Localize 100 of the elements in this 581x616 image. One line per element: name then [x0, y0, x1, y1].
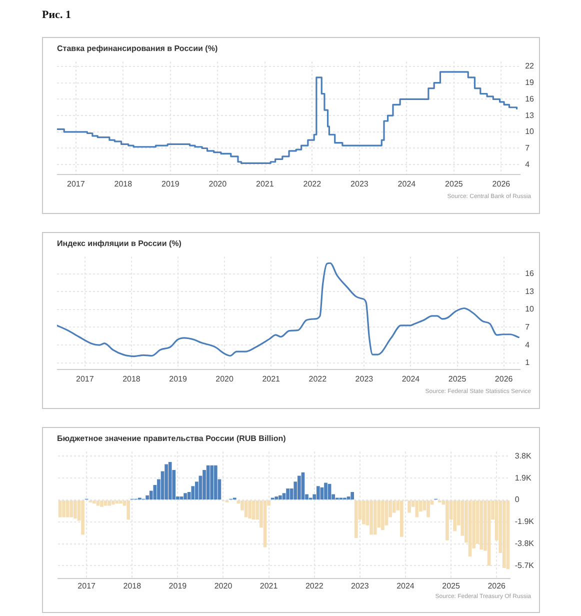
bar [381, 500, 384, 530]
bar [362, 500, 366, 524]
x-tick-label: 2025 [448, 374, 467, 384]
x-tick-label: 2023 [350, 179, 369, 188]
bar [119, 500, 122, 504]
bar [400, 500, 404, 537]
x-tick-label: 2026 [494, 374, 514, 384]
bar [184, 493, 187, 500]
bar [298, 476, 301, 500]
bar [58, 500, 62, 518]
x-tick-label: 2024 [398, 179, 416, 188]
x-tick-label: 2020 [214, 581, 233, 590]
y-tick-label: 10 [525, 304, 535, 314]
bar [244, 500, 248, 518]
y-tick-label: -5.7K [514, 560, 535, 570]
x-tick-label: 2024 [396, 581, 415, 590]
bar [263, 500, 267, 548]
x-tick-label: 2022 [303, 179, 322, 188]
y-tick-label: 0 [514, 495, 520, 504]
x-tick-label: 2023 [351, 581, 370, 590]
bar [66, 500, 70, 518]
bar [206, 465, 210, 500]
x-tick-label: 2025 [445, 179, 464, 188]
bar [70, 500, 74, 518]
bar [126, 500, 130, 520]
x-tick-label: 2021 [256, 179, 274, 188]
bar [278, 495, 282, 500]
bar [373, 500, 377, 535]
y-tick-label: 10 [525, 127, 535, 136]
bar [274, 496, 278, 500]
x-tick-label: 2026 [488, 581, 506, 590]
bar [96, 500, 100, 506]
bar [316, 486, 320, 500]
text: Рис. 1 [42, 9, 71, 21]
x-tick-label: 2022 [305, 581, 324, 590]
bar [252, 500, 256, 520]
y-tick-label: -1.9K [514, 517, 535, 526]
y-tick-label: 16 [525, 94, 535, 104]
bar [180, 496, 184, 500]
y-tick-label: 4 [525, 340, 530, 350]
x-tick-label: 2017 [78, 581, 96, 590]
chart-title: Бюджетное значение правительства России (RUB Billion) [57, 434, 286, 444]
x-tick-label: 2018 [114, 179, 133, 188]
bar [210, 465, 214, 500]
y-tick-label: 22 [525, 62, 535, 71]
y-tick-label: 13 [525, 286, 535, 296]
y-tick-label: 1.9K [514, 473, 532, 482]
bar [164, 464, 168, 500]
bar [115, 500, 119, 504]
bar [408, 500, 411, 513]
bar [92, 500, 96, 504]
x-tick-label: 2019 [162, 179, 180, 188]
bar [370, 500, 373, 535]
x-tick-label: 2020 [216, 374, 234, 384]
bar [350, 492, 354, 500]
y-tick-label: 1 [525, 358, 530, 368]
x-tick-label: 2026 [492, 179, 511, 188]
x-tick-label: 2021 [262, 374, 281, 384]
x-tick-label: 2018 [122, 374, 141, 384]
x-tick-label: 2018 [123, 581, 142, 590]
chart-title: Ставка рефинансирования в России (%) [57, 44, 218, 54]
bar [111, 500, 115, 505]
x-tick-label: 2019 [168, 581, 188, 590]
line-series [57, 262, 520, 358]
bar [62, 500, 66, 518]
bar [487, 500, 491, 566]
bar [324, 482, 328, 500]
y-tick-label: 19 [525, 78, 535, 88]
bar [426, 500, 430, 518]
bar [286, 488, 290, 500]
x-tick-label: 2022 [308, 374, 328, 384]
x-tick-label: 2019 [169, 374, 188, 384]
x-tick-label: 2023 [355, 374, 374, 384]
bar [146, 495, 149, 500]
bar [248, 500, 252, 518]
bar [74, 500, 77, 518]
y-tick-label: 7 [525, 322, 530, 332]
bar [81, 500, 84, 535]
bar [502, 500, 506, 568]
x-tick-label: 2025 [442, 581, 460, 590]
bar [108, 500, 112, 506]
x-tick-label: 2021 [260, 581, 278, 590]
bar [100, 500, 104, 507]
y-tick-label: 13 [525, 110, 535, 120]
bar [468, 500, 472, 556]
x-tick-label: 2024 [402, 374, 420, 384]
y-tick-label: -3.8K [514, 539, 535, 548]
bar [214, 465, 218, 500]
chart-title: Индекс инфляции в России (%) [57, 239, 182, 248]
bar [415, 500, 419, 518]
bar [354, 500, 358, 538]
bar [480, 500, 484, 550]
x-tick-label: 2020 [208, 179, 228, 188]
bar [104, 500, 108, 506]
bar [168, 462, 172, 500]
x-tick-label: 2017 [67, 179, 86, 188]
y-tick-label: 3.8K [514, 451, 532, 460]
bar [446, 500, 449, 540]
y-tick-label: 7 [525, 143, 530, 152]
bar [506, 500, 510, 570]
